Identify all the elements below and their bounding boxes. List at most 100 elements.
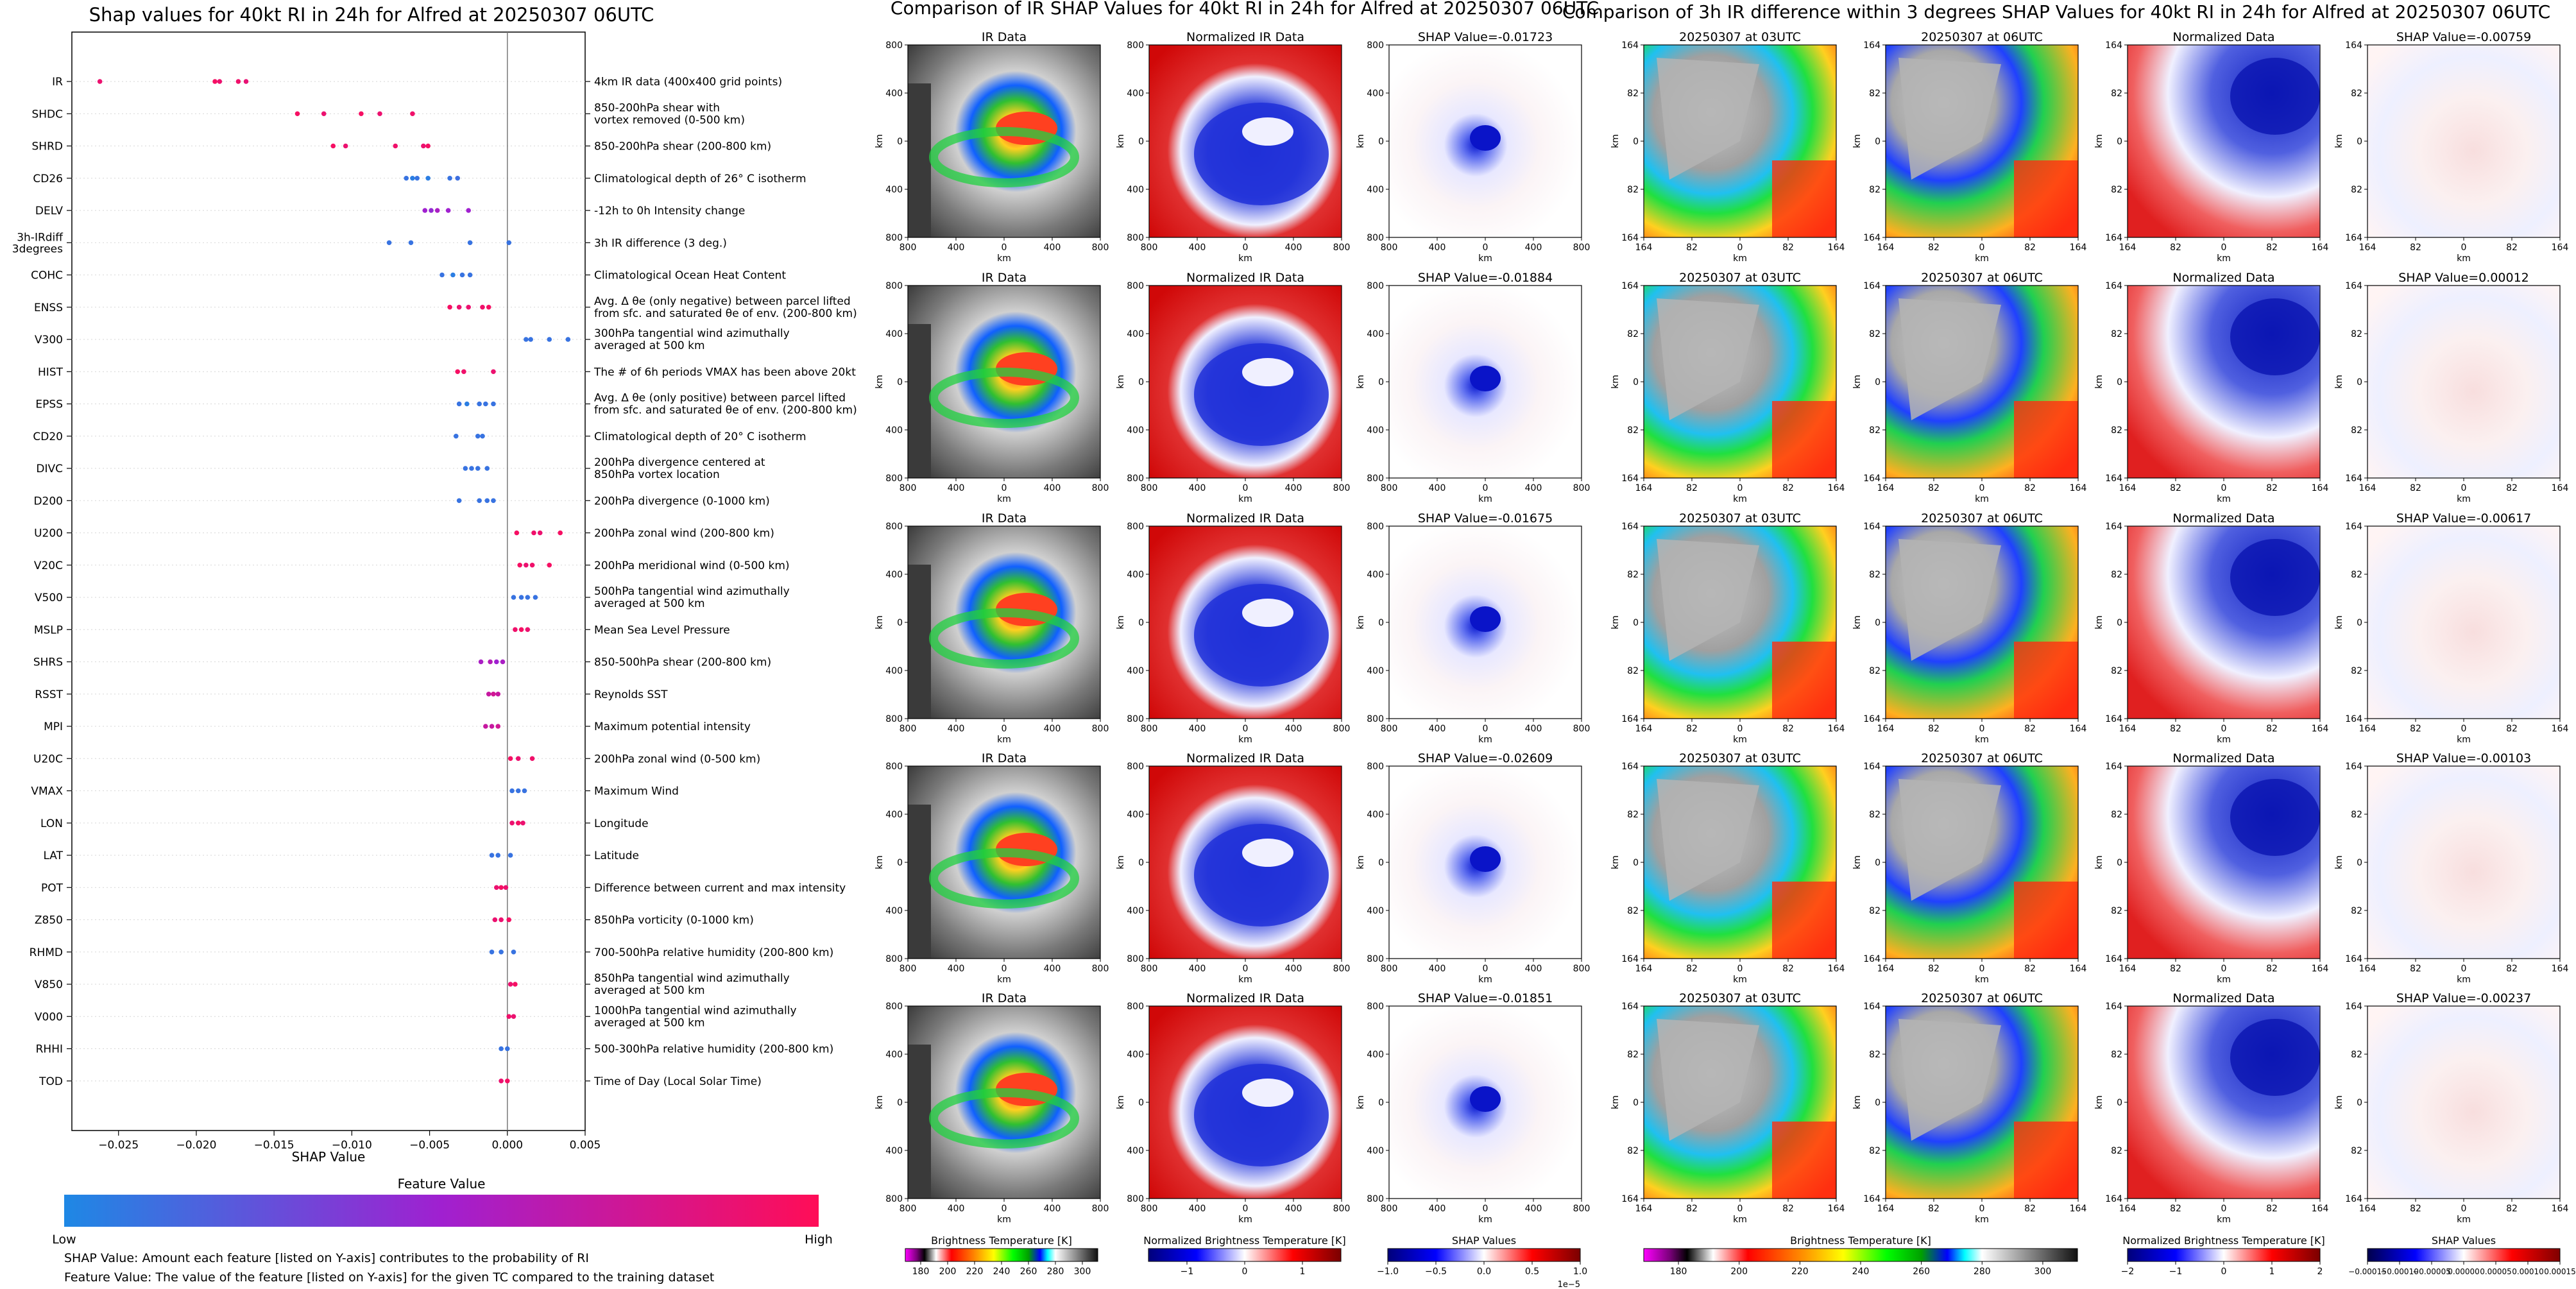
panel-title: Normalized IR Data [1186,751,1304,765]
colorbar-tick-label: −1 [2169,1267,2183,1277]
cloud-band [929,608,1079,669]
y-axis-label: km [1610,375,1621,389]
y-tick-label: 0 [1378,618,1384,628]
y-tick-label: 164 [1863,714,1881,724]
x-tick-label: 0 [1737,724,1743,734]
y-tick-label: 400 [885,425,903,436]
y-tick-label: 400 [1367,89,1384,99]
colorbar-high: High [805,1233,833,1247]
x-tick-label: 82 [2024,243,2036,253]
y-tick-label: 400 [1367,1146,1384,1156]
feature-code: CD20 [33,431,63,443]
cold-anomaly [1194,103,1329,205]
panel-title: 20250307 at 06UTC [1921,991,2043,1005]
x-tick-label: 800 [900,964,917,974]
shap-point [495,724,501,729]
x-tick-label: 164 [1635,243,1653,253]
y-tick-label: 164 [1863,522,1881,532]
x-tick-label: 400 [1429,483,1446,493]
colorbar-gradient [64,1195,819,1227]
x-axis-label: km [1975,494,1989,504]
y-tick-label: 0 [2357,858,2362,868]
y-tick-label: 400 [1127,666,1144,676]
x-tick-label: 400 [1044,724,1061,734]
x-tick-label: 0 [2461,724,2467,734]
shap-point [499,949,504,955]
x-tick-label: 164 [1828,483,1845,493]
shap-point [456,401,462,407]
x-tick-label: 82 [2170,243,2181,253]
bottom-colorbars: Brightness Temperature [K]180 200 220 240 26… [905,1234,2576,1289]
panel-title: SHAP Value=-0.00103 [2396,751,2531,765]
cloud-shield [1898,298,2001,420]
shap-point [522,788,527,794]
y-axis-label: km [874,375,885,389]
y-tick-label: 0 [897,137,903,147]
y-tick-label: 0 [1633,618,1639,628]
y-tick-label: 0 [897,1098,903,1108]
warm-region [908,1045,931,1199]
y-tick-label: 164 [1621,281,1639,291]
feature-description: Latitude [594,849,639,862]
feature-description: from sfc. and saturated θe of env. (200-… [594,404,857,417]
x-tick-label: 0 [1483,1204,1488,1214]
y-tick-label: 164 [1621,40,1639,51]
x-tick-label: 0 [2461,483,2467,493]
shap-point [494,885,499,891]
colorbar-tick-label: 0.00005 [2480,1267,2512,1276]
x-tick-label: 800 [1333,1204,1351,1214]
colorbar-tick-label: 240 [993,1267,1011,1277]
shap-point [469,466,474,471]
feature-code: RHMD [30,946,63,959]
y-tick-label: 800 [1127,281,1144,291]
y-tick-label: 400 [1127,906,1144,916]
x-tick-label: 800 [1381,724,1398,734]
x-tick-label: 164 [2359,1204,2376,1214]
y-tick-label: 800 [1367,233,1384,243]
colorbar-multiplier: 1e−5 [1558,1280,1580,1289]
y-axis-label: km [2094,615,2104,629]
y-tick-label: 82 [2351,906,2362,916]
y-axis-label: km [874,855,885,869]
x-tick-label: 0 [1483,483,1488,493]
x-tick-label: 400 [1044,964,1061,974]
y-tick-label: 0 [1875,858,1881,868]
warm-surface [2014,401,2078,478]
x-tick-label: 800 [1573,243,1591,253]
x-tick-label: 82 [1686,243,1698,253]
feature-description: averaged at 500 km [594,1016,705,1029]
shap-point [464,401,470,407]
x-tick-label: 164 [2119,724,2137,734]
feature-code: MSLP [34,624,63,636]
x-tick-label: 164 [2070,243,2087,253]
shap-point [410,111,415,117]
y-tick-label: 164 [2345,474,2362,484]
x-tick-label: 82 [1928,724,1940,734]
x-tick-label: 800 [1573,724,1591,734]
x-tick-label: 82 [2170,964,2181,974]
feature-description: averaged at 500 km [594,339,705,352]
cloud-band [929,127,1079,187]
y-tick-label: 164 [1621,762,1639,772]
shap-point [491,401,496,407]
shap-point [486,691,491,697]
x-tick-label: 82 [1686,483,1698,493]
shap-point [524,562,529,568]
y-tick-label: 0 [1378,137,1384,147]
core-anomaly [1242,117,1293,146]
explanation-line-2: Feature Value: The value of the feature … [64,1270,714,1285]
x-tick-label: 800 [1333,243,1351,253]
x-tick-label: 82 [2024,1204,2036,1214]
y-axis-label: km [1852,855,1863,869]
feature-code: DIVC [36,463,63,475]
x-tick-label: 82 [2024,483,2036,493]
colorbar-title: Feature Value [398,1176,486,1191]
x-tick-label: 82 [2170,483,2181,493]
colorbar-tick-label: 220 [966,1267,984,1277]
y-tick-label: 800 [885,714,903,724]
x-tick-label: 0 [1002,1204,1007,1214]
y-tick-label: 0 [1633,377,1639,388]
y-tick-label: 400 [1367,906,1384,916]
warm-surface [2014,1122,2078,1199]
